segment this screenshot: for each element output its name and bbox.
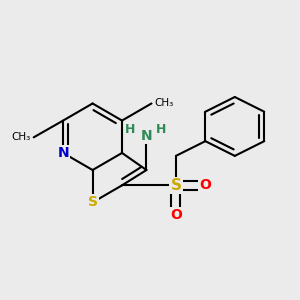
Text: O: O: [170, 208, 182, 222]
Text: CH₃: CH₃: [154, 98, 174, 109]
Text: H: H: [125, 123, 136, 136]
Text: N: N: [141, 129, 152, 143]
Text: O: O: [200, 178, 211, 192]
Text: CH₃: CH₃: [11, 132, 31, 142]
Text: S: S: [88, 195, 98, 209]
Text: N: N: [57, 146, 69, 160]
Text: H: H: [155, 123, 166, 136]
Text: S: S: [170, 178, 182, 193]
